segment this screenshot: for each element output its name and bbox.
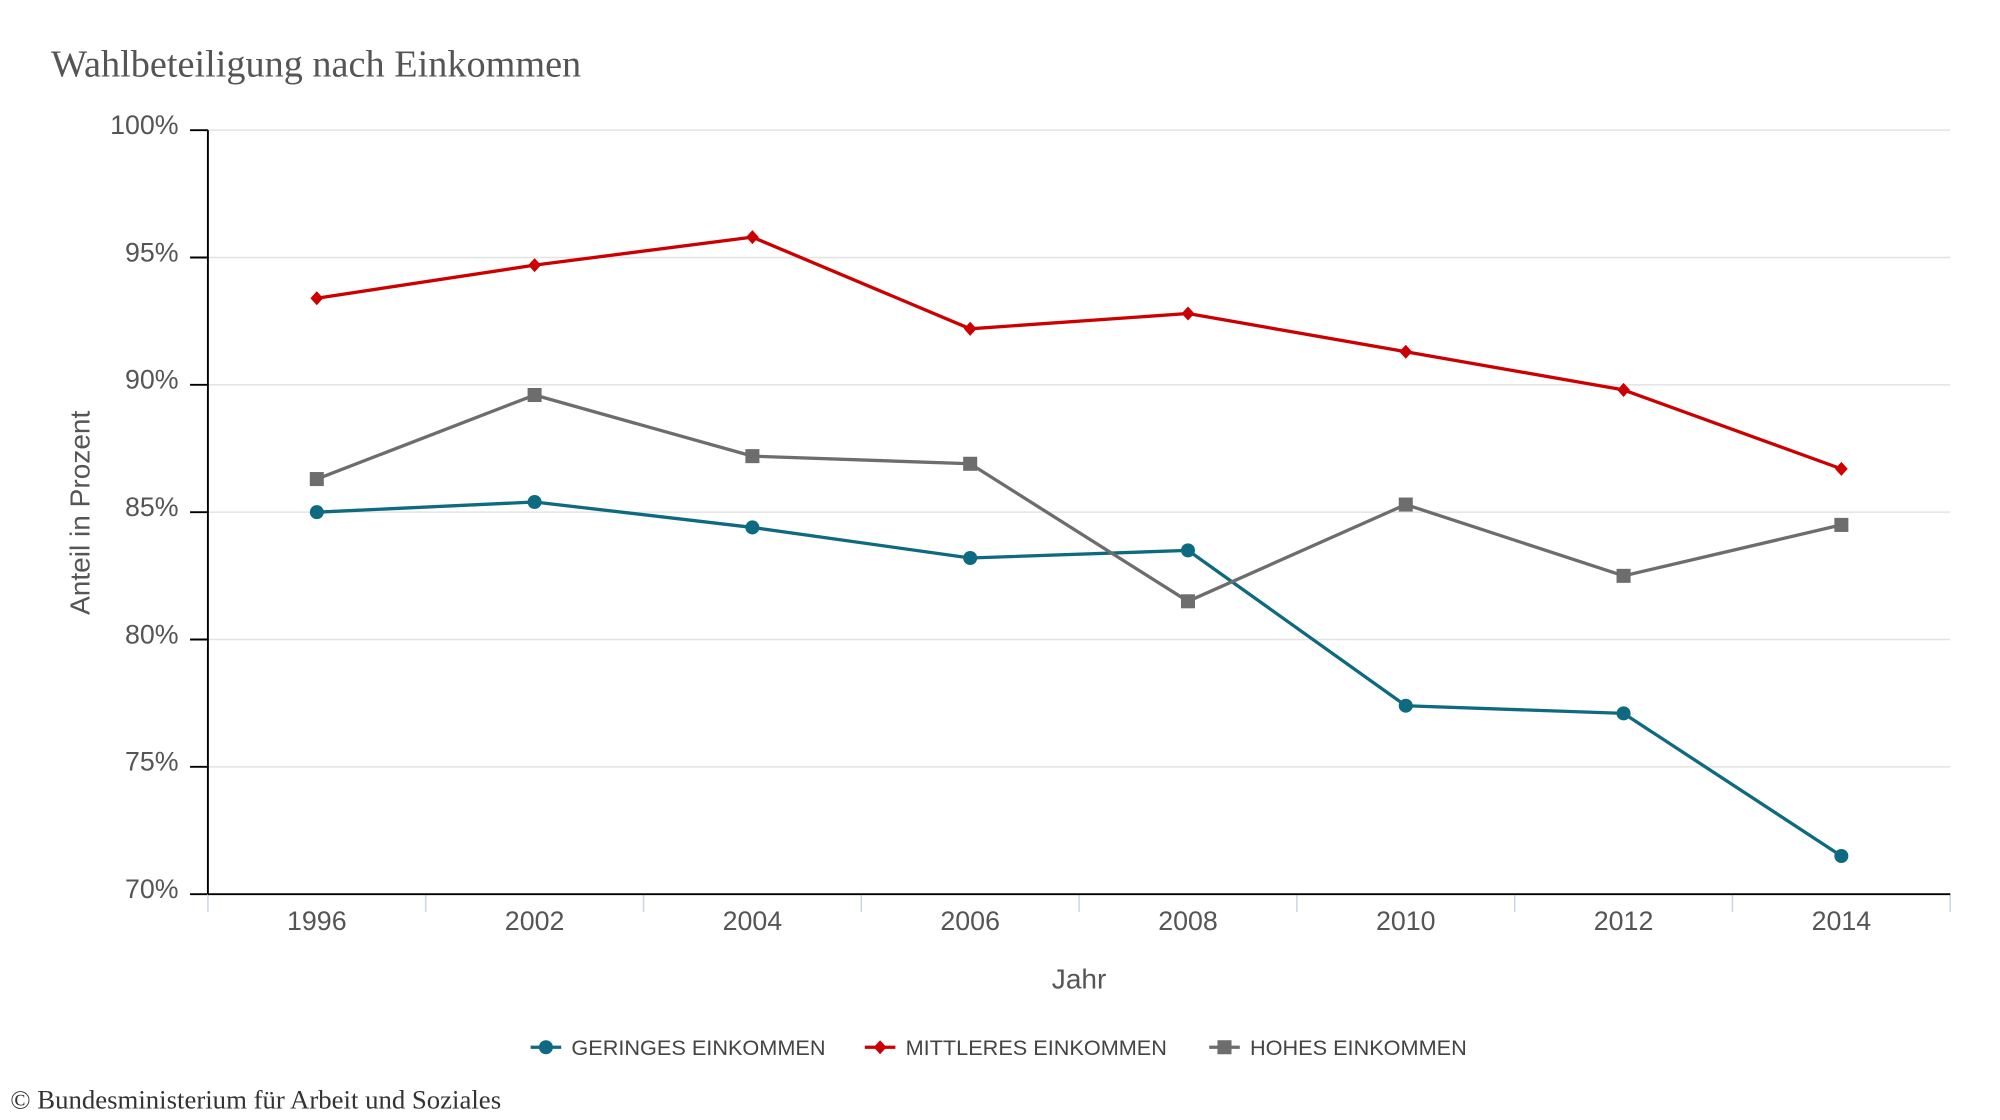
data-point[interactable] [1181,306,1195,321]
series-square [309,388,1849,609]
series-line [316,500,1843,858]
y-tick-label: 85% [125,492,179,522]
data-point[interactable] [963,550,978,566]
y-tick-label: 70% [125,874,179,904]
y-axis-label: Anteil in Prozent [64,410,95,614]
data-point[interactable] [310,291,324,306]
legend-item[interactable]: MITTLERES EINKOMMEN [864,1035,1167,1060]
x-axis-label: Jahr [1052,964,1107,995]
data-point[interactable] [1834,461,1848,476]
y-tick-label: 90% [125,365,179,395]
legend-marker-circle-icon [538,1040,553,1055]
data-point[interactable] [1834,848,1849,863]
data-point[interactable] [1399,344,1413,359]
data-point[interactable] [309,505,324,520]
data-point[interactable] [745,449,760,464]
y-tick-label: 95% [125,237,179,267]
data-point[interactable] [745,520,760,535]
legend-label: MITTLERES EINKOMMEN [906,1035,1167,1060]
data-point[interactable] [1616,706,1631,721]
x-tick-label: 2008 [1158,906,1218,936]
data-point[interactable] [1834,517,1849,532]
y-tick-label: 80% [125,619,179,649]
legend-marker-square-icon [1217,1040,1232,1055]
series-circle [309,494,1849,863]
x-tick-label: 2004 [723,906,783,936]
legend-item[interactable]: GERINGES EINKOMMEN [530,1035,826,1060]
data-point[interactable] [746,230,759,245]
x-tick-label: 2002 [505,906,565,936]
series-diamond [310,230,1848,476]
data-point[interactable] [1180,594,1195,609]
legend-item[interactable]: HOHES EINKOMMEN [1209,1035,1467,1060]
data-point[interactable] [309,472,324,487]
data-point[interactable] [1616,568,1631,583]
series-line [316,393,1842,603]
data-point[interactable] [528,258,541,273]
x-tick-label: 2014 [1812,906,1872,936]
data-point[interactable] [963,456,978,471]
data-point[interactable] [1398,698,1413,713]
legend-marker-diamond-icon [873,1040,887,1055]
legend-label: HOHES EINKOMMEN [1250,1035,1467,1060]
data-point[interactable] [527,388,542,403]
data-point[interactable] [527,494,542,509]
x-tick-label: 2010 [1376,906,1436,936]
series-line [316,235,1842,471]
copyright-credit: © Bundesministerium für Arbeit und Sozia… [10,1084,501,1114]
data-point[interactable] [1180,543,1195,558]
x-tick-label: 2006 [940,906,1000,936]
chart-title: Wahlbeteiligung nach Einkommen [51,44,581,86]
x-tick-label: 1996 [287,906,347,936]
legend-label: GERINGES EINKOMMEN [571,1035,825,1060]
data-point[interactable] [1398,497,1413,512]
y-tick-label: 75% [125,747,179,777]
legend: GERINGES EINKOMMEN MITTLERES EINKOMMEN HOH… [530,1035,1467,1060]
x-tick-label: 2012 [1594,906,1654,936]
y-tick-label: 100% [110,110,178,140]
data-point[interactable] [963,321,977,336]
